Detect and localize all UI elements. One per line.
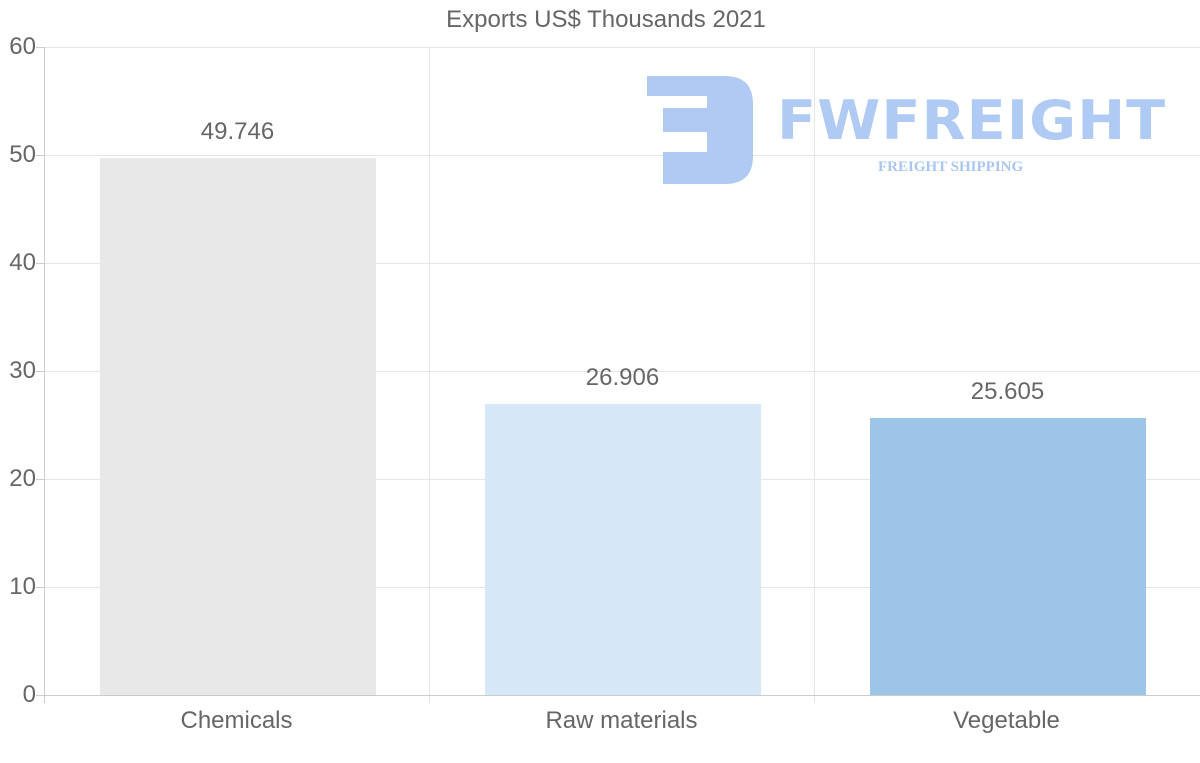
y-tick-mark (36, 155, 44, 156)
y-tick-label: 10 (9, 573, 36, 600)
y-tick-mark (36, 263, 44, 264)
x-tick-label: Vegetable (953, 707, 1060, 734)
y-tick-mark (36, 371, 44, 372)
fwfreight-watermark-logo: FWFREIGHT FREIGHT SHIPPING (645, 72, 1165, 187)
fwfreight-logo-icon (647, 76, 753, 184)
bar-value-label: 26.906 (585, 364, 660, 392)
bar-chemicals[interactable] (99, 157, 376, 695)
bar-value-label: 25.605 (970, 378, 1045, 406)
y-tick-label: 60 (9, 33, 36, 60)
vertical-gridline (429, 47, 430, 703)
horizontal-gridline (44, 263, 1200, 264)
y-tick-label: 0 (22, 681, 36, 708)
vertical-gridline (814, 47, 815, 703)
bar-raw-materials[interactable] (484, 404, 761, 695)
x-tick-label: Chemicals (180, 707, 293, 734)
y-axis-line (44, 47, 45, 703)
watermark-brand: FWFREIGHT (777, 89, 1167, 152)
horizontal-gridline (44, 155, 1200, 156)
x-tick-label: Raw materials (545, 707, 698, 734)
y-tick-mark (36, 587, 44, 588)
y-tick-label: 30 (9, 357, 36, 384)
chart-title: Exports US$ Thousands 2021 (446, 6, 766, 33)
x-axis-line (36, 695, 1200, 696)
y-tick-mark (36, 47, 44, 48)
watermark-tagline: FREIGHT SHIPPING (878, 159, 1024, 175)
y-tick-label: 40 (9, 249, 36, 276)
horizontal-gridline (44, 47, 1200, 48)
bar-value-label: 49.746 (200, 117, 275, 145)
y-tick-mark (36, 479, 44, 480)
y-tick-label: 50 (9, 141, 36, 168)
plot-area: 49.746 26.906 25.605 (36, 47, 1200, 703)
horizontal-gridline (44, 371, 1200, 372)
bar-vegetable[interactable] (869, 418, 1146, 695)
y-tick-label: 20 (9, 465, 36, 492)
